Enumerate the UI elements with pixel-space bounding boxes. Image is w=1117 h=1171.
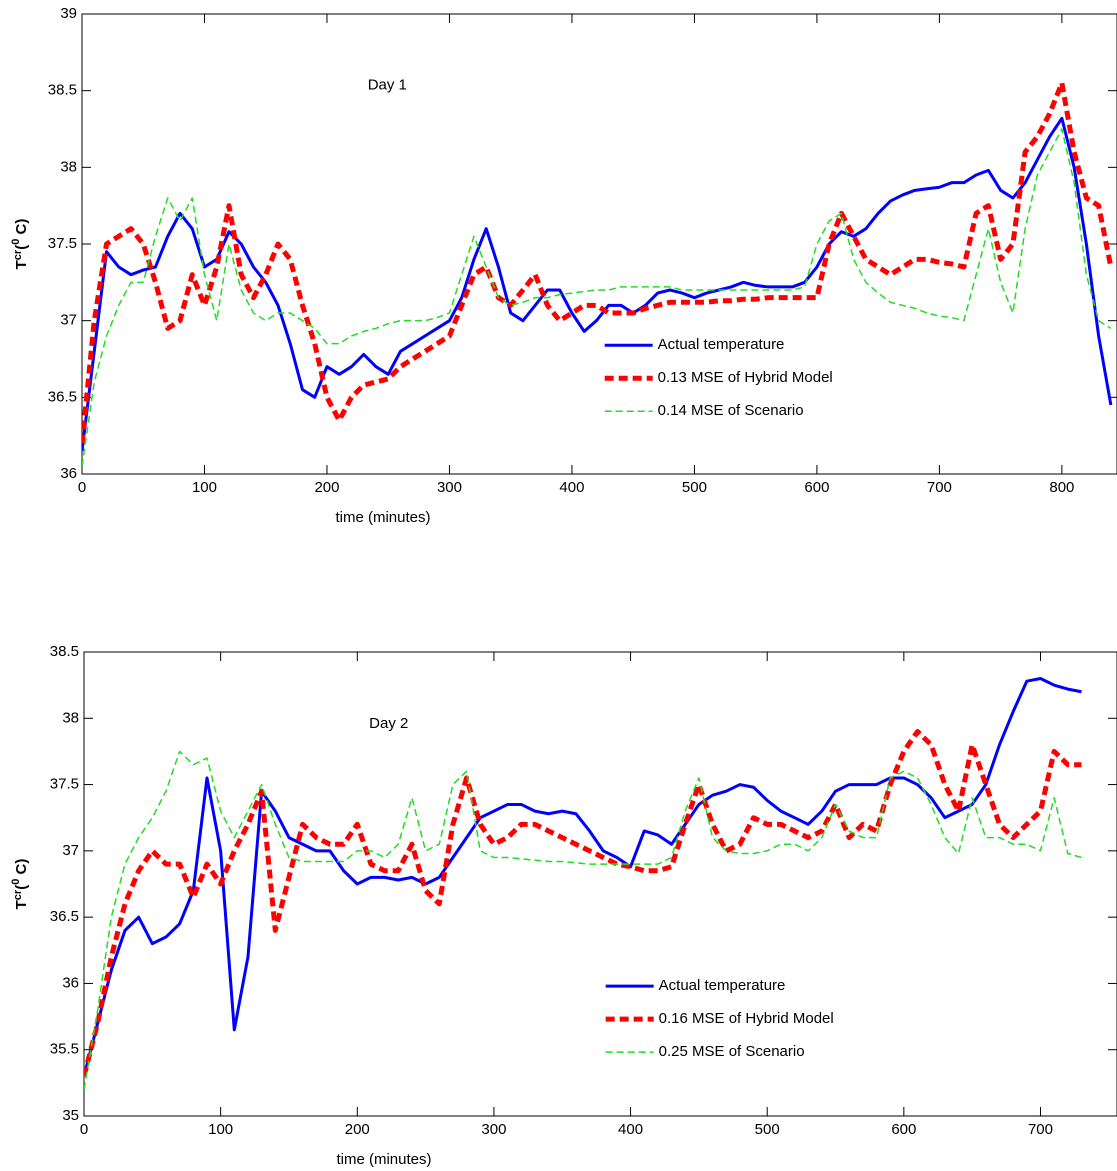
legend-label: 0.16 MSE of Hybrid Model [659, 1010, 834, 1027]
annotation: Day 1 [368, 76, 407, 93]
y-tick-label: 36.5 [50, 908, 79, 925]
x-axis-label: time (minutes) [336, 1151, 431, 1168]
x-tick-label: 100 [192, 479, 217, 496]
y-axis-label-part: T [13, 900, 30, 909]
data-line [84, 677, 1082, 1077]
y-tick-label: 39 [60, 5, 77, 22]
x-tick-label: 700 [927, 479, 952, 496]
plot-area [83, 651, 1117, 1117]
legend-label: Actual temperature [659, 977, 786, 994]
y-axis-label-part: ( [13, 885, 30, 890]
x-tick-label: 600 [804, 479, 829, 496]
y-tick-label: 36.5 [48, 388, 77, 405]
data-line [82, 80, 1114, 444]
y-tick-label: 37 [60, 312, 77, 329]
y-axis-label-part: C) [13, 219, 30, 239]
x-tick-label: 800 [1049, 479, 1074, 496]
legend-label: 0.14 MSE of Scenario [658, 402, 804, 419]
y-axis-label: Tcr(0 C) [10, 859, 30, 910]
x-tick-label: 300 [481, 1121, 506, 1138]
y-tick-label: 38 [62, 709, 79, 726]
x-tick-label: 300 [437, 479, 462, 496]
legend-label: Actual temperature [658, 336, 785, 353]
y-tick-label: 38.5 [48, 82, 77, 99]
x-tick-label: 700 [1028, 1121, 1053, 1138]
data-line [82, 128, 1112, 467]
subplot: 0 100 200 300 400 500 600 700 800 36 36.5 37 37.5 38 3… [10, 5, 1117, 526]
y-tick-label: 35 [62, 1107, 79, 1124]
data-line [84, 750, 1082, 1090]
y-axis-label-part: cr [12, 249, 24, 260]
data-line [82, 116, 1113, 452]
data-line [84, 729, 1082, 1077]
x-tick-label: 200 [345, 1121, 370, 1138]
legend-label: 0.13 MSE of Hybrid Model [658, 369, 833, 386]
x-tick-label: 0 [80, 1121, 88, 1138]
y-axis-label-part: 0 [10, 239, 22, 245]
y-tick-label: 37.5 [48, 235, 77, 252]
y-axis-label-part: cr [12, 889, 24, 900]
y-tick-label: 38 [60, 158, 77, 175]
y-tick-label: 38.5 [50, 643, 79, 660]
y-axis-label-part: 0 [10, 879, 22, 885]
subplot: 0 100 200 300 400 500 600 700 35 35.5 36 36.5 37 37.5… [10, 643, 1117, 1168]
y-tick-label: 35.5 [50, 1041, 79, 1058]
legend-label: 0.25 MSE of Scenario [659, 1043, 805, 1060]
x-tick-label: 400 [618, 1121, 643, 1138]
x-tick-label: 100 [208, 1121, 233, 1138]
plot-area [81, 13, 1117, 475]
x-axis-label: time (minutes) [335, 509, 430, 526]
x-tick-label: 500 [755, 1121, 780, 1138]
x-tick-label: 200 [314, 479, 339, 496]
y-tick-label: 37.5 [50, 776, 79, 793]
y-tick-label: 36 [62, 974, 79, 991]
x-tick-label: 500 [682, 479, 707, 496]
y-axis-label-part: T [13, 260, 30, 269]
y-axis-label: Tcr(0 C) [10, 219, 30, 270]
x-tick-label: 400 [559, 479, 584, 496]
y-axis-label-part: C) [13, 859, 30, 879]
y-tick-label: 36 [60, 465, 77, 482]
y-tick-label: 37 [62, 842, 79, 859]
y-axis-label-part: ( [13, 245, 30, 250]
x-tick-label: 0 [78, 479, 86, 496]
annotation: Day 2 [369, 715, 408, 732]
x-tick-label: 600 [891, 1121, 916, 1138]
